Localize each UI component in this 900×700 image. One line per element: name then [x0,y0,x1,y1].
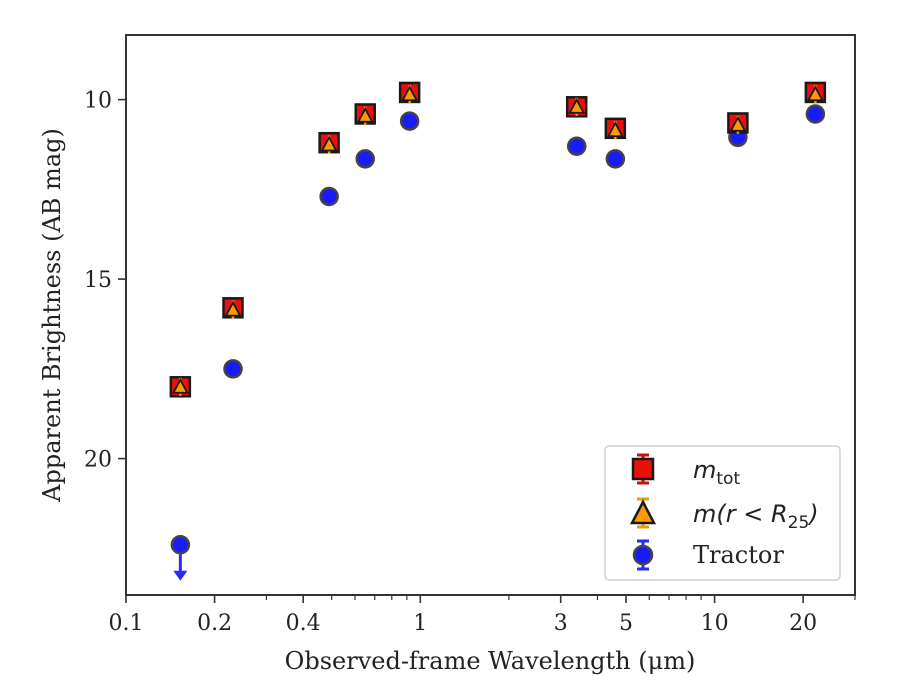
x-tick-label: 0.4 [286,611,321,636]
tractor-point [170,534,191,555]
x-tick-label: 1 [413,611,427,636]
x-tick-label: 3 [554,611,568,636]
x-tick-label: 10 [701,611,729,636]
m-r25-point [729,115,747,132]
plot-frame [125,34,856,596]
x-axis-ticks: 0.1 0.2 0.4 1 3 5 10 20 [109,595,856,636]
legend: mtot m(r < R25) Tractor [604,445,841,581]
tractor-point [605,149,626,169]
tractor-point [566,136,587,157]
m-r25-point [401,85,419,102]
m-r25-point [320,135,338,152]
x-tick-label: 5 [619,611,633,636]
m-r25-point [606,121,624,138]
legend-label-tractor: Tractor [693,541,784,569]
legend-label-m-tot: mtot [693,456,740,489]
legend-marker-tractor [632,539,654,571]
y-tick-label: 10 [84,89,112,114]
tractor-point [399,111,420,131]
m-r25-point [224,300,242,317]
x-axis-label: Observed-frame Wavelength (μm) [285,647,696,675]
y-tick-label: 20 [84,448,112,473]
tractor-point [805,104,826,124]
m-r25-point [356,106,374,123]
m-r25-point [806,85,824,102]
m-r25-point [568,97,586,114]
y-axis-label: Apparent Brightness (AB mag) [38,128,66,503]
legend-label-m-r: m(r < R25) [693,500,819,533]
data-marks [169,81,827,581]
legend-box [604,445,841,581]
y-tick-label: 15 [84,268,112,293]
m-r25-point [171,377,189,394]
x-tick-label: 0.2 [197,611,232,636]
x-tick-label: 20 [789,611,817,636]
y-axis-ticks: 10 15 20 [84,89,126,473]
tractor-point [319,186,339,207]
x-tick-label: 0.1 [109,611,144,636]
upper-limit-arrowhead [173,570,188,581]
tractor-point [355,149,375,169]
legend-marker-m-r [629,497,657,529]
tractor-point [223,359,243,379]
legend-marker-m-tot [631,453,655,485]
